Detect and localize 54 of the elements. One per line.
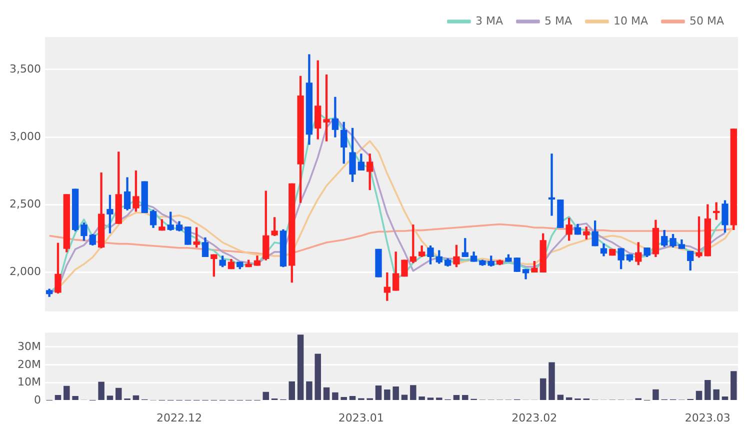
bar (540, 378, 546, 400)
x-tick-label: 2023.01 (338, 411, 384, 424)
y-tick-label: 0 (34, 394, 41, 407)
bar (384, 389, 390, 400)
legend-label: 10 MA (613, 14, 648, 28)
bar (106, 396, 114, 400)
bar (288, 381, 295, 400)
legend-label: 5 MA (544, 14, 572, 28)
bar (436, 398, 442, 400)
y-tick-label: 2,000 (10, 265, 41, 278)
y-tick-label: 30M (18, 340, 41, 353)
x-tick-label: 2023.02 (512, 411, 558, 424)
x-tick-label: 2022.12 (156, 411, 202, 424)
bar (713, 389, 720, 400)
bar (410, 385, 416, 400)
bar (722, 396, 728, 400)
bar (696, 390, 702, 400)
bar (652, 389, 659, 400)
bar (730, 371, 737, 400)
bar (375, 386, 382, 400)
bar (323, 387, 330, 400)
bar (314, 354, 321, 400)
x-tick-label: 2023.03 (684, 411, 730, 424)
candlestick (514, 258, 520, 272)
y-tick-label: 10M (18, 376, 41, 389)
y-tick-label: 20M (18, 358, 41, 371)
bar (548, 362, 555, 400)
bar (401, 394, 408, 400)
y-tick-label: 3,000 (10, 130, 41, 143)
legend-label: 50 MA (689, 14, 724, 28)
bar (54, 395, 62, 400)
bar (704, 380, 711, 400)
y-tick-label: 2,500 (10, 197, 41, 210)
bar (64, 386, 70, 400)
bar (453, 395, 460, 400)
bar (340, 397, 347, 400)
bar (462, 395, 468, 400)
bar (262, 392, 270, 400)
bar (98, 382, 104, 400)
bar (566, 397, 572, 400)
bar (297, 334, 304, 400)
candlestick (609, 248, 616, 256)
bar (427, 398, 434, 400)
bar (557, 394, 564, 400)
legend-label: 3 MA (475, 14, 504, 28)
bar (349, 396, 356, 400)
bar (418, 396, 425, 400)
bar (116, 388, 122, 400)
bar (132, 395, 140, 400)
bar (332, 392, 338, 400)
bar (306, 381, 312, 400)
y-tick-label: 3,500 (10, 62, 41, 76)
bar (392, 386, 399, 400)
bar (72, 396, 78, 400)
